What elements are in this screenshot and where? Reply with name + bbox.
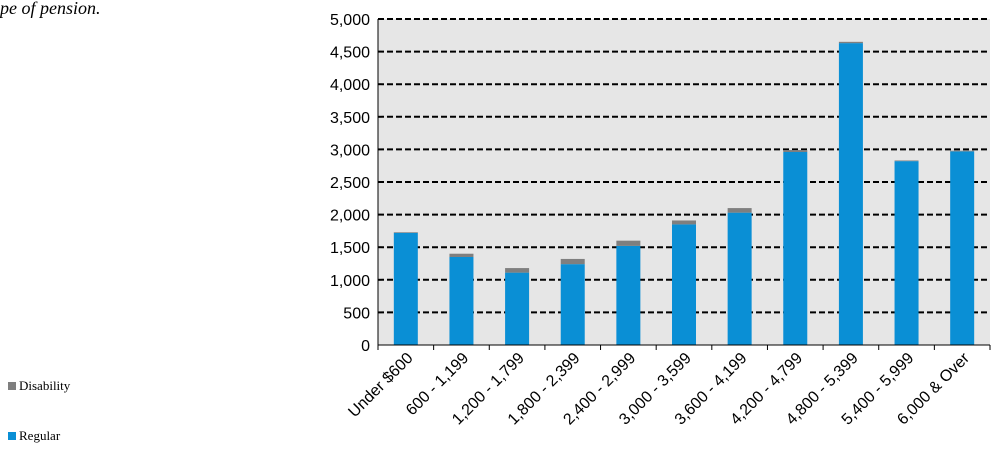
bar-disability [616,240,641,246]
bar-regular [505,272,530,345]
bar-regular [672,224,696,345]
legend-label-disability: Disability [19,378,71,393]
bar-regular [449,256,474,345]
y-tick-label: 500 [343,305,370,322]
bar-disability [950,150,975,152]
y-tick-label: 0 [361,338,370,355]
bar-regular [950,151,975,345]
y-tick-label: 5,000 [330,12,370,29]
bar-disability [727,208,752,213]
legend-swatch-regular [8,432,16,440]
bar-disability [505,268,530,273]
bar-disability [838,41,863,44]
bar-disability [560,258,585,265]
y-tick-label: 3,000 [330,142,370,159]
bar-regular [560,264,585,345]
bar-disability [783,150,808,153]
bar-regular [838,43,863,346]
bar-regular [616,245,641,345]
legend-regular: Regular [8,428,60,444]
legend-label-regular: Regular [19,428,61,443]
bar-regular [783,152,808,345]
bar-disability [672,220,696,225]
bar-disability [449,253,474,257]
bar-regular [727,212,752,345]
y-tick-label: 1,500 [330,240,370,257]
bar-disability [894,160,919,162]
bars [393,41,975,346]
y-tick-label: 3,500 [330,110,370,127]
bar-regular [894,161,919,345]
y-tick-label: 2,500 [330,175,370,192]
legend-disability: Disability [8,378,70,394]
y-tick-label: 4,000 [330,77,370,94]
figure-caption: pe of pension. [0,0,101,18]
y-tick-label: 2,000 [330,208,370,225]
y-tick-label: 1,000 [330,273,370,290]
bar-disability [393,232,418,233]
y-tick-label: 4,500 [330,45,370,62]
bar-regular [393,232,418,345]
legend-swatch-disability [8,382,16,390]
